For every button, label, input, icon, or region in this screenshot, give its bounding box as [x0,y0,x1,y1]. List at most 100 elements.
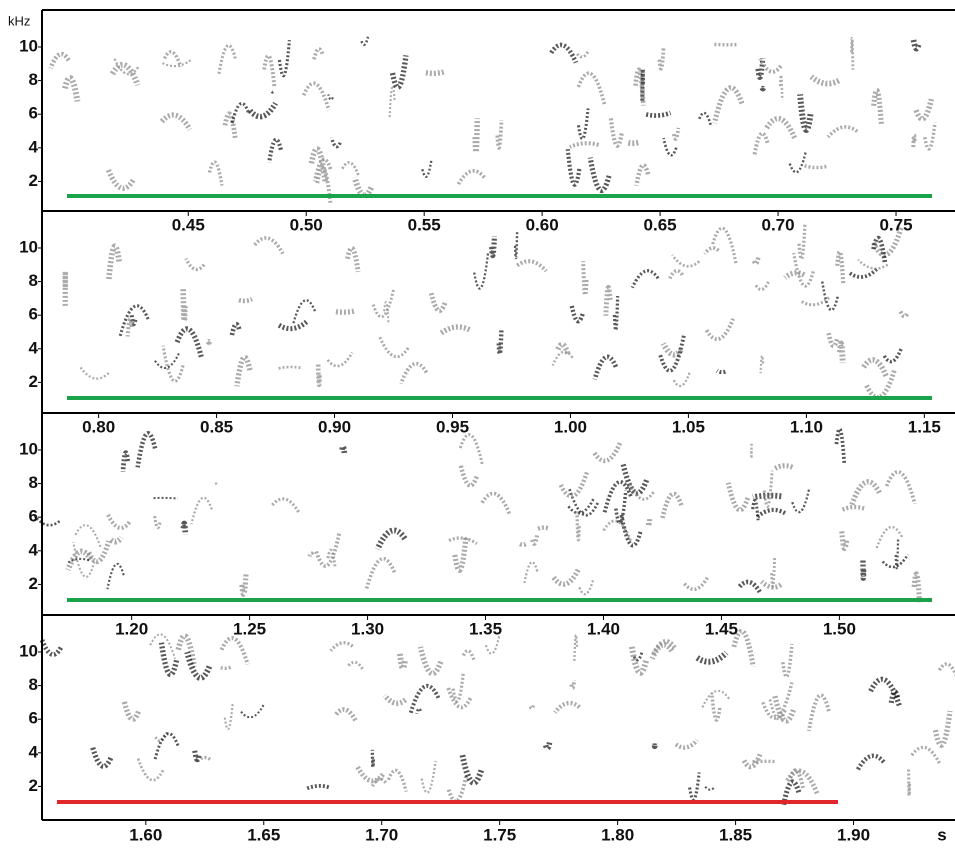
x-tick-label: 0.65 [644,215,677,234]
spectro-stroke [277,367,300,369]
spectro-stroke [455,536,466,571]
spectro-stroke [864,360,887,376]
spectro-stroke [762,87,763,89]
spectro-stroke [925,123,935,149]
y-tick-label: 4 [29,137,39,156]
spectro-stroke [366,559,394,590]
spectro-stroke [138,758,163,780]
spectro-stroke [388,770,406,791]
spectro-stroke [646,113,670,116]
spectro-stroke [108,170,133,188]
spectro-stroke [664,138,677,155]
spectro-stroke [448,686,471,707]
spectro-stroke [400,652,405,668]
spectro-stroke [222,638,248,664]
y-tick-label: 10 [19,237,38,256]
spectro-stroke [219,45,236,74]
spectro-stroke [392,55,405,87]
spectro-stroke [532,535,537,544]
spectro-stroke [79,366,108,379]
spectro-stroke [669,271,682,280]
y-tick-label: 8 [29,70,38,89]
spectro-stroke [342,162,359,176]
y-tick-label: 2 [29,776,38,795]
spectro-stroke [279,40,289,76]
spectro-stroke [385,695,406,703]
spectro-stroke [336,709,355,720]
spectro-stroke [764,471,772,507]
spectro-stroke [422,160,431,177]
spectro-stroke [590,158,609,191]
spectro-stroke [874,90,882,125]
spectro-stroke [740,582,760,592]
spectro-stroke [913,135,914,148]
y-tick-label: 10 [19,439,38,458]
spectro-stroke [474,253,488,289]
spectro-stroke [331,643,353,651]
spectro-stroke [884,349,901,362]
spectro-stroke [594,443,620,461]
spectro-stroke [138,433,155,467]
spectro-stroke [401,364,427,384]
spectro-stroke [628,142,638,143]
x-tick-label: 1.70 [365,825,398,844]
y-tick-label: 8 [29,271,38,290]
spectro-stroke [155,734,178,761]
spectro-stroke [332,138,341,147]
spectro-stroke [183,288,185,321]
spectro-stroke [662,494,681,520]
spectro-stroke [909,769,910,796]
spectro-stroke [717,371,725,373]
spectro-stroke [803,165,826,167]
spectro-stroke [606,287,610,315]
spectro-stroke [209,162,221,186]
spectro-stroke [255,238,283,254]
spectro-stroke [912,747,940,765]
x-tick-label: 1.75 [483,825,516,844]
spectro-stroke [611,118,622,146]
x-tick-label: 0.55 [408,215,441,234]
spectro-stroke [187,652,209,678]
y-tick-label: 2 [29,171,38,190]
spectro-stroke [546,742,550,749]
spectro-stroke [482,493,510,514]
spectro-stroke [555,703,580,713]
spectro-stroke [837,252,843,283]
spectro-stroke [316,533,339,565]
spectro-stroke [705,248,719,254]
x-tick-label: 1.60 [129,825,162,844]
y-tick-label: 4 [29,338,39,357]
spectro-stroke [913,40,918,49]
spectro-stroke [183,523,185,534]
y-unit: kHz [8,13,30,28]
spectro-stroke [372,750,373,767]
spectro-stroke [785,273,804,278]
spectro-stroke [836,429,844,463]
spectro-stroke [790,152,806,172]
spectro-stroke [449,775,467,801]
spectro-stroke [328,353,353,366]
spectro-stroke [574,635,577,662]
spectro-stroke [660,336,683,371]
spectro-stroke [809,695,829,731]
spectro-stroke [863,559,864,578]
spectro-stroke [112,65,137,85]
spectro-stroke [636,165,648,185]
spectro-stroke [463,651,474,662]
spectro-stroke [699,113,711,126]
spectro-stroke [822,280,838,310]
spectro-stroke [361,37,368,45]
spectro-stroke [842,531,847,549]
spectro-stroke [706,319,733,339]
x-tick-label: 1.80 [601,825,634,844]
spectro-stroke [492,236,495,255]
spectro-stroke [390,86,395,118]
spectro-stroke [272,499,299,513]
spectro-stroke [155,516,160,528]
spectrogram-figure: kHz s 2468102468100.450.500.550.600.650.… [0,0,955,848]
spectro-stroke [128,319,132,336]
spectro-stroke [348,662,363,670]
spectro-stroke [318,363,320,385]
spectro-stroke [713,228,736,264]
spectro-stroke [744,752,761,766]
